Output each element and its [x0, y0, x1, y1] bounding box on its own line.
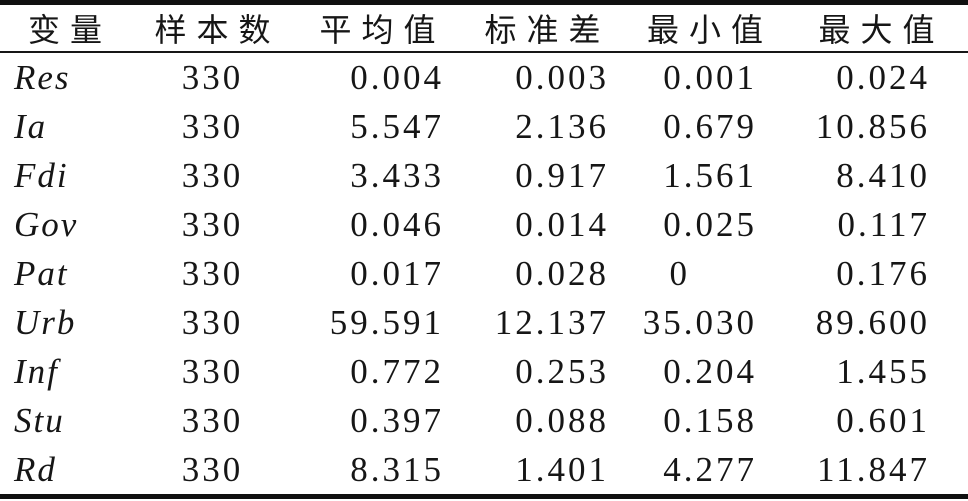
- mean-cell: 0.004: [350, 57, 444, 97]
- sample-size-cell: 330: [181, 253, 244, 293]
- table-row: Inf 330 0.772 0.253 0.204 1.455: [0, 347, 968, 396]
- sample-size-cell: 330: [181, 400, 244, 440]
- table-body: Res 330 0.004 0.003 0.001 0.024 Ia 330 5.547 2.13…: [0, 52, 968, 497]
- variable-name-cell: Gov: [14, 204, 79, 244]
- column-header-sample-size: 样本数: [130, 2, 295, 53]
- table-row: Pat 330 0.017 0.028 0 0.176: [0, 249, 968, 298]
- mean-cell: 0.772: [350, 351, 444, 391]
- variable-name-cell: Res: [14, 57, 71, 97]
- variable-name-cell: Fdi: [14, 155, 69, 195]
- std-dev-cell: 0.003: [515, 57, 609, 97]
- std-dev-cell: 2.136: [515, 106, 609, 146]
- max-cell: 0.024: [836, 57, 930, 97]
- table-row: Res 330 0.004 0.003 0.001 0.024: [0, 52, 968, 102]
- min-cell: 0.158: [663, 400, 757, 440]
- std-dev-cell: 0.014: [515, 204, 609, 244]
- min-cell: 1.561: [663, 155, 757, 195]
- table-row: Rd 330 8.315 1.401 4.277 11.847: [0, 445, 968, 497]
- sample-size-cell: 330: [181, 449, 244, 489]
- column-header-mean: 平均值: [295, 2, 460, 53]
- variable-name-cell: Ia: [14, 106, 48, 146]
- mean-cell: 0.046: [350, 204, 444, 244]
- max-cell: 0.176: [836, 253, 930, 293]
- column-header-variable: 变量: [0, 2, 130, 53]
- max-cell: 1.455: [836, 351, 930, 391]
- mean-cell: 3.433: [350, 155, 444, 195]
- min-cell: 0.204: [663, 351, 757, 391]
- table-row: Stu 330 0.397 0.088 0.158 0.601: [0, 396, 968, 445]
- mean-cell: 59.591: [329, 302, 444, 342]
- mean-cell: 0.017: [350, 253, 444, 293]
- sample-size-cell: 330: [181, 155, 244, 195]
- column-header-std-dev: 标准差: [460, 2, 625, 53]
- variable-name-cell: Stu: [14, 400, 65, 440]
- mean-cell: 0.397: [350, 400, 444, 440]
- column-header-maximum: 最大值: [785, 2, 968, 53]
- table-row: Urb 330 59.591 12.137 35.030 89.600: [0, 298, 968, 347]
- sample-size-cell: 330: [181, 204, 244, 244]
- min-cell: 0.001: [663, 57, 757, 97]
- std-dev-cell: 0.917: [515, 155, 609, 195]
- sample-size-cell: 330: [181, 106, 244, 146]
- max-cell: 11.847: [817, 449, 930, 489]
- std-dev-cell: 1.401: [515, 449, 609, 489]
- std-dev-cell: 0.253: [515, 351, 609, 391]
- max-cell: 0.601: [836, 400, 930, 440]
- min-cell: 0: [669, 253, 690, 293]
- sample-size-cell: 330: [181, 351, 244, 391]
- column-header-minimum: 最小值: [625, 2, 785, 53]
- min-cell: 35.030: [642, 302, 757, 342]
- sample-size-cell: 330: [181, 57, 244, 97]
- variable-name-cell: Rd: [14, 449, 57, 489]
- header-row: 变量 样本数 平均值 标准差 最小值 最大值: [0, 2, 968, 53]
- max-cell: 8.410: [836, 155, 930, 195]
- max-cell: 0.117: [837, 204, 930, 244]
- table-row: Gov 330 0.046 0.014 0.025 0.117: [0, 200, 968, 249]
- table-header: 变量 样本数 平均值 标准差 最小值 最大值: [0, 2, 968, 53]
- variable-name-cell: Urb: [14, 302, 77, 342]
- variable-name-cell: Pat: [14, 253, 69, 293]
- table-row: Ia 330 5.547 2.136 0.679 10.856: [0, 102, 968, 151]
- max-cell: 10.856: [815, 106, 930, 146]
- table-row: Fdi 330 3.433 0.917 1.561 8.410: [0, 151, 968, 200]
- min-cell: 0.679: [663, 106, 757, 146]
- mean-cell: 5.547: [350, 106, 444, 146]
- sample-size-cell: 330: [181, 302, 244, 342]
- variable-name-cell: Inf: [14, 351, 59, 391]
- std-dev-cell: 0.088: [515, 400, 609, 440]
- max-cell: 89.600: [815, 302, 930, 342]
- min-cell: 0.025: [663, 204, 757, 244]
- min-cell: 4.277: [663, 449, 757, 489]
- mean-cell: 8.315: [350, 449, 444, 489]
- std-dev-cell: 12.137: [494, 302, 609, 342]
- std-dev-cell: 0.028: [515, 253, 609, 293]
